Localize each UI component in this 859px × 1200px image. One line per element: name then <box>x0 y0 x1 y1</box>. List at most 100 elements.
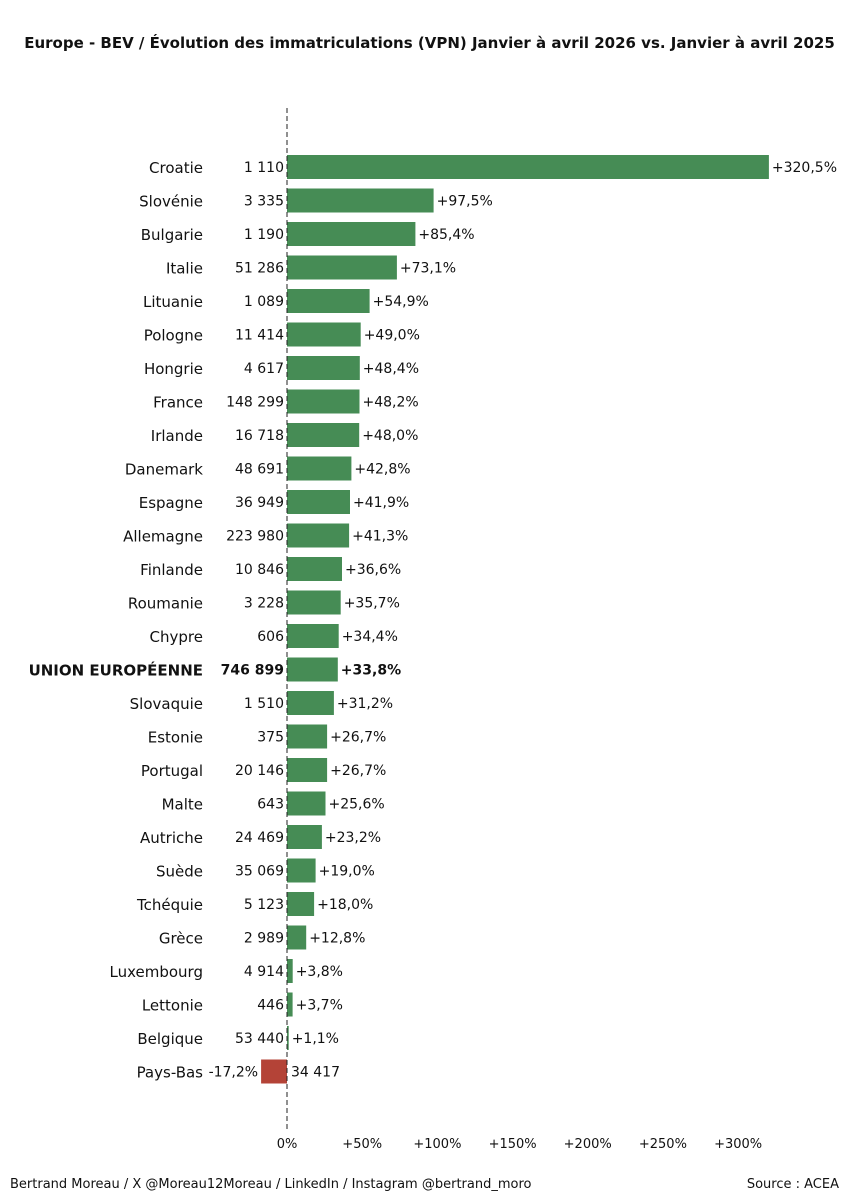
count-label: 1 110 <box>244 160 284 176</box>
bar-26 <box>287 1026 289 1050</box>
data-label: +18,0% <box>317 897 373 913</box>
bar-0 <box>287 155 769 179</box>
data-label: +26,7% <box>330 763 386 779</box>
count-label: 35 069 <box>235 864 284 880</box>
data-label: -17,2% <box>209 1065 259 1081</box>
count-label: 34 417 <box>291 1065 340 1081</box>
category-label: Belgique <box>137 1030 203 1048</box>
count-label: 2 989 <box>244 931 284 947</box>
bar-25 <box>287 992 293 1017</box>
category-label: Lituanie <box>143 293 203 311</box>
data-label: +48,0% <box>362 428 418 444</box>
count-label: 53 440 <box>235 1031 284 1047</box>
data-label: +320,5% <box>772 160 837 176</box>
count-label: 36 949 <box>235 495 284 511</box>
bar-10 <box>287 490 350 514</box>
data-label: +3,7% <box>296 998 343 1014</box>
bar-9 <box>287 456 352 481</box>
bar-27 <box>261 1059 287 1084</box>
category-label: France <box>153 394 203 412</box>
data-label: +48,2% <box>363 395 419 411</box>
x-tick-label: +200% <box>564 1137 612 1152</box>
bar-22 <box>287 892 315 916</box>
data-label: +41,3% <box>352 529 408 545</box>
category-label: Allemagne <box>123 528 203 546</box>
count-label: 4 617 <box>244 361 284 377</box>
category-label: Danemark <box>125 461 203 479</box>
category-label: Pologne <box>144 327 203 345</box>
count-label: 24 469 <box>235 830 284 846</box>
data-label: +85,4% <box>418 227 474 243</box>
count-label: 446 <box>257 998 284 1014</box>
count-label: 3 228 <box>244 596 284 612</box>
data-label: +23,2% <box>325 830 381 846</box>
bar-14 <box>287 624 339 648</box>
bar-4 <box>287 289 370 313</box>
count-label: 375 <box>257 730 284 746</box>
data-label: +1,1% <box>292 1031 339 1047</box>
bar-19 <box>287 791 326 816</box>
bar-6 <box>287 356 360 380</box>
count-label: 1 089 <box>244 294 284 310</box>
count-label: 643 <box>257 797 284 813</box>
bar-21 <box>287 858 316 883</box>
data-label: +26,7% <box>330 730 386 746</box>
data-label: +35,7% <box>344 596 400 612</box>
x-tick-label: +150% <box>489 1137 537 1152</box>
footer-source: Source : ACEA <box>746 1177 839 1192</box>
x-tick-label: +300% <box>714 1137 762 1152</box>
count-label: 20 146 <box>235 763 284 779</box>
bar-15 <box>287 657 338 682</box>
category-label: Slovénie <box>139 193 203 211</box>
data-label: +49,0% <box>364 328 420 344</box>
data-label: +31,2% <box>337 696 393 712</box>
x-tick-label: +50% <box>342 1137 382 1152</box>
bar-16 <box>287 691 334 715</box>
count-label: 148 299 <box>226 395 284 411</box>
count-label: 11 414 <box>235 328 284 344</box>
bar-3 <box>287 255 397 280</box>
count-label: 4 914 <box>244 964 284 980</box>
count-label: 48 691 <box>235 462 284 478</box>
count-label: 746 899 <box>221 663 284 679</box>
count-label: 51 286 <box>235 261 284 277</box>
data-label: +54,9% <box>373 294 429 310</box>
count-label: 5 123 <box>244 897 284 913</box>
data-label: +19,0% <box>319 864 375 880</box>
data-label: +73,1% <box>400 261 456 277</box>
category-label: Lettonie <box>142 997 203 1015</box>
category-label: Malte <box>162 796 203 814</box>
category-label: Slovaquie <box>130 695 203 713</box>
category-label: Estonie <box>148 729 203 747</box>
count-label: 16 718 <box>235 428 284 444</box>
data-label: +3,8% <box>296 964 343 980</box>
category-label: Suède <box>156 863 203 881</box>
category-label: Croatie <box>149 159 203 177</box>
data-label: +48,4% <box>363 361 419 377</box>
bar-23 <box>287 925 307 950</box>
category-label: Bulgarie <box>141 226 203 244</box>
data-label: +36,6% <box>345 562 401 578</box>
count-label: 606 <box>257 629 284 645</box>
bar-5 <box>287 322 361 347</box>
bar-7 <box>287 389 360 414</box>
count-label: 1 510 <box>244 696 284 712</box>
category-label: UNION EUROPÉENNE <box>29 661 203 680</box>
category-label: Espagne <box>139 494 203 512</box>
category-label: Grèce <box>159 930 203 948</box>
x-tick-label: +100% <box>413 1137 461 1152</box>
count-label: 10 846 <box>235 562 284 578</box>
bar-18 <box>287 758 328 782</box>
bar-8 <box>287 423 360 447</box>
bar-20 <box>287 825 322 849</box>
category-label: Portugal <box>141 762 203 780</box>
count-label: 3 335 <box>244 194 284 210</box>
category-label: Finlande <box>140 561 203 579</box>
footer-credit: Bertrand Moreau / X @Moreau12Moreau / Li… <box>10 1177 532 1192</box>
data-label: +34,4% <box>342 629 398 645</box>
data-label: +41,9% <box>353 495 409 511</box>
category-label: Luxembourg <box>110 963 204 981</box>
category-label: Irlande <box>151 427 203 445</box>
count-label: 223 980 <box>226 529 284 545</box>
bar-13 <box>287 590 341 615</box>
